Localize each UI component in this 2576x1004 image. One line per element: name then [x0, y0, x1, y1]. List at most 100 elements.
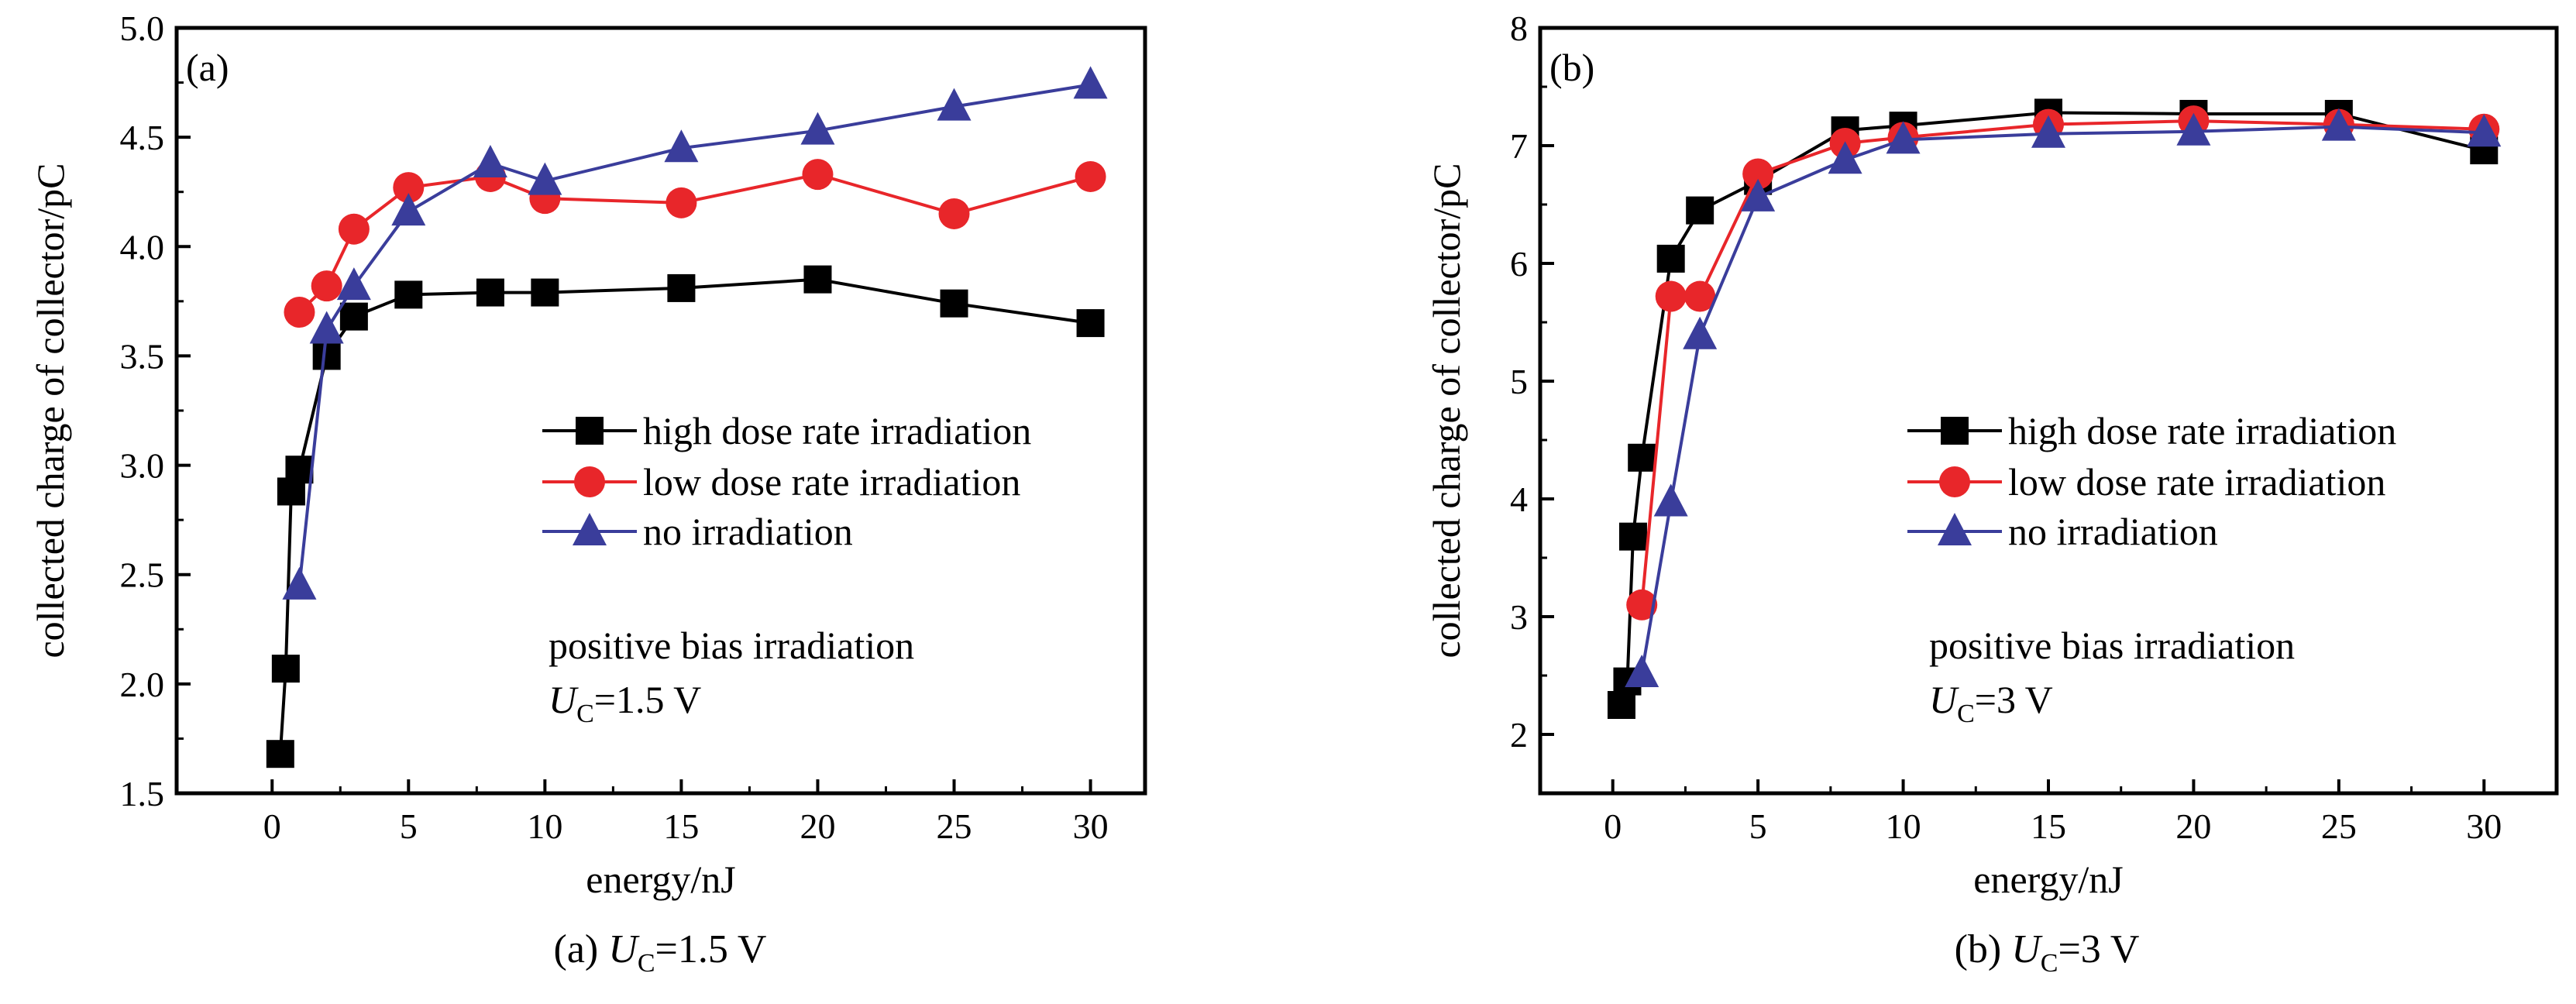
- legend-marker: [1938, 513, 1972, 545]
- annotation-text: positive bias irradiation: [1929, 624, 2295, 667]
- panel-caption: (b) UC=3 V: [1955, 927, 2140, 978]
- data-point: [1628, 443, 1656, 472]
- legend-label: low dose rate irradiation: [643, 460, 1020, 504]
- data-point: [1626, 589, 1658, 621]
- x-tick-label: 0: [263, 806, 281, 846]
- x-tick-label: 20: [800, 806, 835, 846]
- legend-label: no irradiation: [643, 510, 853, 553]
- data-point: [1683, 316, 1718, 349]
- data-point: [393, 172, 425, 204]
- data-point: [528, 162, 562, 195]
- y-tick-label: 8: [1510, 9, 1528, 48]
- data-point: [938, 198, 970, 229]
- legend-marker: [573, 513, 607, 545]
- data-point: [2031, 115, 2065, 148]
- annotation-text: positive bias irradiation: [549, 624, 914, 667]
- data-point: [473, 145, 507, 178]
- data-point: [531, 278, 559, 307]
- y-tick-label: 6: [1510, 244, 1528, 284]
- chart-panel-a: 0 5 10 15 20 25 30 1.5 2.0 2.5 3.0 3.5 4.0 4.5 5.0 ener…: [29, 9, 1147, 978]
- legend-label: high dose rate irradiation: [643, 409, 1031, 452]
- data-point: [664, 129, 699, 163]
- panel-caption: (a) UC=1.5 V: [554, 927, 767, 978]
- data-point: [309, 311, 344, 344]
- data-point: [1073, 66, 1108, 99]
- series-circle: [284, 159, 1106, 328]
- series-square: [266, 265, 1105, 768]
- data-point: [476, 278, 504, 307]
- series-triangle: [1625, 108, 2502, 687]
- data-point: [336, 267, 371, 301]
- series-line: [298, 173, 1092, 314]
- y-axis-label: collected charge of collector/pC: [1425, 163, 1468, 658]
- x-tick-label: 5: [1749, 806, 1767, 846]
- panel-label: (a): [186, 46, 229, 89]
- data-point: [667, 273, 696, 302]
- data-point: [1828, 141, 1862, 174]
- legend-marker: [1939, 466, 1970, 497]
- y-tick-label: 5.0: [120, 9, 165, 48]
- data-point: [394, 280, 423, 309]
- data-point: [1742, 158, 1774, 190]
- y-tick-label: 3: [1510, 597, 1528, 637]
- data-point: [285, 456, 314, 484]
- data-point: [665, 187, 697, 218]
- data-point: [802, 159, 834, 191]
- y-tick-label: 4.0: [120, 227, 165, 266]
- legend-marker: [574, 466, 605, 497]
- x-tick-label: 30: [1073, 806, 1109, 846]
- x-tick-label: 10: [527, 806, 562, 846]
- data-point: [391, 193, 426, 226]
- annotation-voltage: UC=3 V: [1929, 678, 2053, 728]
- annotation-voltage: UC=1.5 V: [549, 678, 701, 728]
- legend-marker: [576, 417, 604, 445]
- y-tick-label: 2: [1510, 715, 1528, 755]
- legend-label: low dose rate irradiation: [2008, 460, 2385, 504]
- series-line: [297, 83, 1091, 586]
- legend-label: no irradiation: [2008, 510, 2218, 553]
- data-point: [339, 302, 368, 331]
- x-tick-label: 5: [400, 806, 418, 846]
- y-tick-label: 5: [1510, 362, 1528, 401]
- data-point: [1076, 309, 1105, 338]
- legend-label: high dose rate irradiation: [2008, 409, 2396, 452]
- legend-entry: low dose rate irradiation: [1907, 460, 2385, 504]
- legend-entry: high dose rate irradiation: [542, 409, 1031, 452]
- legend-entry: no irradiation: [1907, 510, 2218, 553]
- data-point: [1686, 196, 1714, 225]
- data-point: [1075, 160, 1106, 192]
- y-tick-label: 4: [1510, 480, 1528, 519]
- data-point: [1684, 280, 1716, 312]
- y-tick-label: 4.5: [120, 118, 165, 157]
- series-line: [1640, 125, 2485, 674]
- data-point: [803, 265, 832, 294]
- x-tick-label: 25: [2321, 806, 2357, 846]
- x-tick-label: 30: [2466, 806, 2502, 846]
- data-point: [1625, 654, 1659, 687]
- y-tick-label: 2.0: [120, 665, 165, 704]
- x-tick-label: 15: [663, 806, 699, 846]
- data-point: [282, 566, 317, 600]
- x-tick-label: 15: [2031, 806, 2066, 846]
- data-point: [1655, 280, 1687, 312]
- y-tick-label: 1.5: [120, 774, 165, 813]
- data-point: [2176, 112, 2211, 146]
- y-tick-label: 3.5: [120, 336, 165, 376]
- legend-entry: high dose rate irradiation: [1907, 409, 2396, 452]
- data-point: [1653, 483, 1688, 517]
- x-tick-label: 10: [1886, 806, 1921, 846]
- data-point: [937, 88, 972, 121]
- data-point: [940, 289, 968, 318]
- data-point: [1741, 178, 1776, 211]
- legend-entry: low dose rate irradiation: [542, 460, 1020, 504]
- x-tick-label: 20: [2175, 806, 2211, 846]
- y-tick-label: 3.0: [120, 446, 165, 486]
- x-axis-label: energy/nJ: [586, 858, 735, 901]
- x-tick-label: 25: [937, 806, 972, 846]
- legend-marker: [1941, 417, 1969, 445]
- data-point: [2321, 108, 2356, 141]
- legend-entry: no irradiation: [542, 510, 853, 553]
- data-point: [284, 296, 315, 328]
- x-axis-label: energy/nJ: [1973, 858, 2123, 901]
